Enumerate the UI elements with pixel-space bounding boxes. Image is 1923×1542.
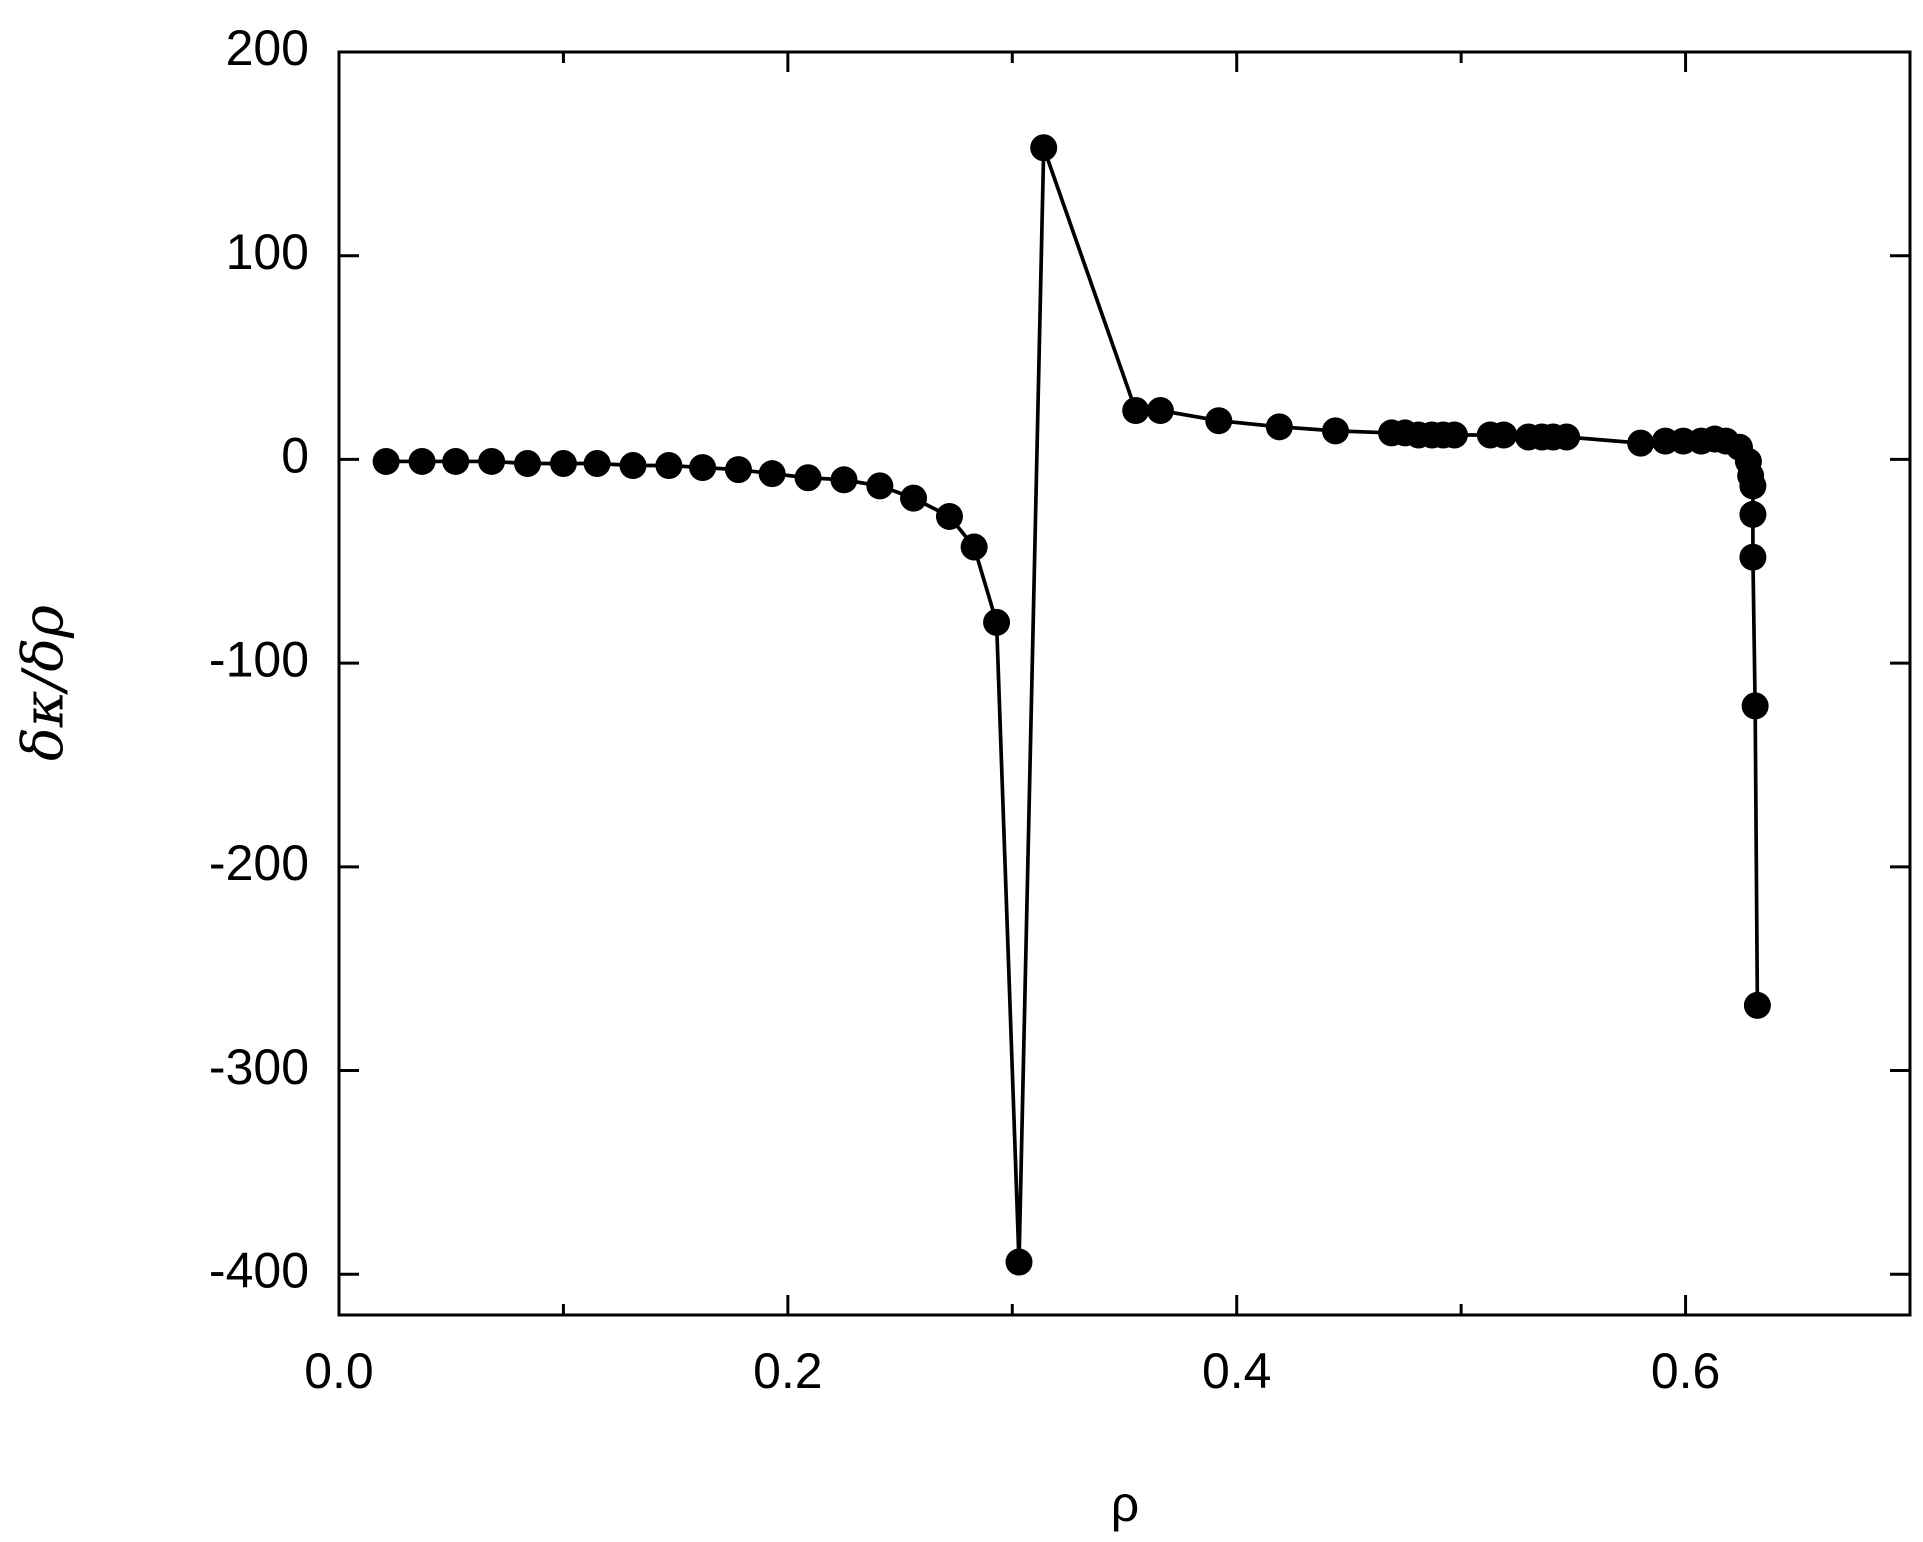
data-point	[1030, 134, 1058, 162]
y-tick-label: -300	[209, 1039, 309, 1095]
x-tick-label: 0.0	[304, 1343, 374, 1399]
data-point	[935, 502, 963, 530]
data-point	[619, 452, 647, 480]
data-point	[900, 484, 928, 512]
data-point	[1005, 1248, 1033, 1276]
data-point	[1205, 407, 1233, 435]
x-tick-label: 0.2	[753, 1343, 823, 1399]
data-point	[372, 447, 400, 475]
data-point	[689, 454, 717, 482]
data-point	[1739, 472, 1767, 500]
data-point	[758, 460, 786, 488]
x-axis-label: ρ	[1111, 1476, 1139, 1532]
y-tick-label: -200	[209, 835, 309, 891]
data-point	[1122, 397, 1150, 425]
data-point	[1627, 429, 1655, 457]
data-point	[1146, 397, 1174, 425]
data-point	[866, 472, 894, 500]
y-tick-label: 100	[226, 224, 309, 280]
data-point	[724, 456, 752, 484]
data-point	[983, 608, 1011, 636]
y-tick-label: 0	[281, 428, 309, 484]
data-point	[1490, 421, 1518, 449]
data-line	[386, 147, 1760, 1263]
plot-frame	[337, 50, 1912, 1317]
y-tick-label: -100	[209, 631, 309, 687]
data-point	[960, 533, 988, 561]
data-point	[478, 447, 506, 475]
data-point	[583, 449, 611, 477]
data-point	[1739, 543, 1767, 571]
data-point	[830, 466, 858, 494]
data-point	[1743, 991, 1771, 1019]
x-tick-label: 0.6	[1651, 1343, 1721, 1399]
data-point	[514, 449, 542, 477]
data-point	[1739, 500, 1767, 528]
x-tick-label: 0.4	[1202, 1343, 1272, 1399]
y-tick-label: -400	[209, 1242, 309, 1298]
data-point	[1321, 417, 1349, 445]
data-point	[1741, 692, 1769, 720]
data-point	[1265, 413, 1293, 441]
data-point	[408, 447, 436, 475]
data-point	[1440, 421, 1468, 449]
y-tick-label: 200	[226, 20, 309, 76]
data-point	[442, 447, 470, 475]
data-point	[1553, 423, 1581, 451]
data-point	[794, 464, 822, 492]
y-axis-label: δκ/δρ	[12, 605, 77, 761]
data-point	[549, 449, 577, 477]
data-point	[655, 452, 683, 480]
